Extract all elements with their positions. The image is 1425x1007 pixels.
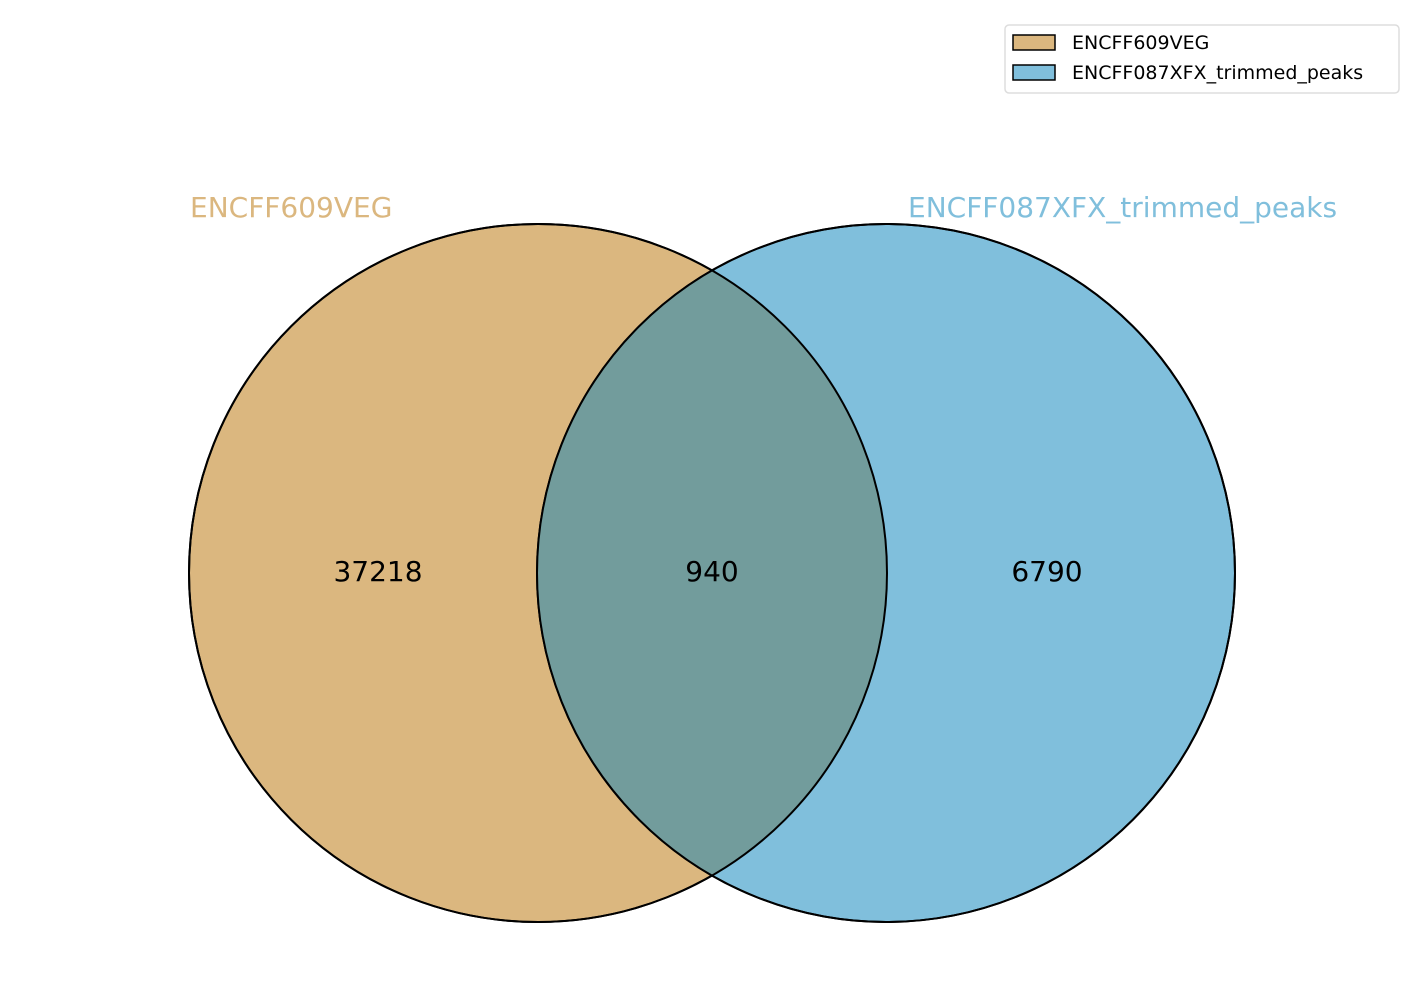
set-a-only-count: 37218 [333, 555, 422, 588]
set-b-outline [536, 223, 1236, 923]
intersection-count: 940 [685, 555, 738, 588]
legend-frame [1004, 24, 1400, 94]
legend-label-set-b: ENCFF087XFX_trimmed_peaks [1072, 62, 1363, 84]
legend-swatch-set-b [1012, 64, 1056, 81]
set-a-label: ENCFF609VEG [190, 191, 392, 224]
set-a-outline [188, 223, 888, 923]
legend: ENCFF609VEG ENCFF087XFX_trimmed_peaks [1004, 24, 1400, 94]
set-b-only-count: 6790 [1011, 555, 1082, 588]
legend-label-set-a: ENCFF609VEG [1072, 32, 1209, 54]
set-b-label: ENCFF087XFX_trimmed_peaks [908, 191, 1337, 224]
legend-swatch-set-a [1012, 34, 1056, 51]
